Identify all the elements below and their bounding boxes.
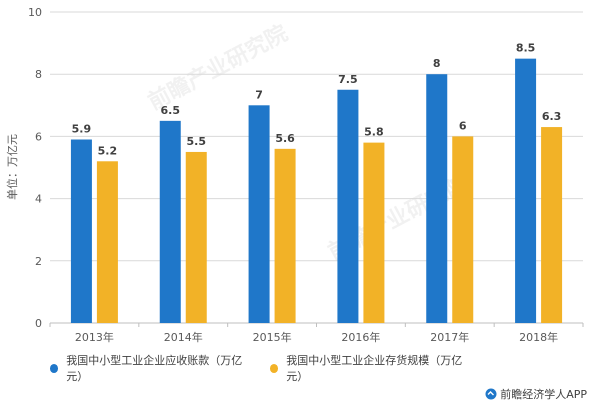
source-label: 前瞻经济学人APP (500, 388, 587, 401)
bar-inventory (541, 127, 563, 323)
legend: 我国中小型工业企业应收账款（万亿元） 我国中小型工业企业存货规模（万亿元） (50, 354, 490, 383)
qianzhan-logo-icon (485, 388, 497, 400)
bar-receivables (426, 74, 448, 323)
source-credit: 前瞻经济学人APP (485, 386, 587, 402)
data-label: 5.8 (364, 126, 384, 139)
data-label: 7.5 (338, 73, 358, 86)
y-tick-label: 0 (35, 317, 42, 330)
x-tick-label: 2017年 (430, 330, 469, 344)
legend-item-inventory: 我国中小型工业企业存货规模（万亿元） (270, 352, 468, 384)
bar-inventory (185, 151, 207, 323)
y-tick-label: 6 (35, 130, 42, 143)
bar-inventory (274, 148, 296, 323)
y-tick-label: 10 (28, 6, 42, 19)
bar-receivables (159, 120, 181, 323)
data-label: 6 (459, 119, 467, 132)
legend-swatch-orange (270, 363, 279, 373)
x-tick-label: 2013年 (75, 330, 114, 344)
data-label: 5.5 (187, 135, 207, 148)
bar-receivables (248, 105, 270, 323)
data-label: 5.9 (72, 123, 92, 136)
y-tick-label: 8 (35, 68, 42, 81)
bar-receivables (337, 89, 359, 323)
data-label: 6.3 (542, 110, 562, 123)
y-tick-label: 2 (35, 255, 42, 268)
legend-swatch-blue (50, 363, 59, 373)
x-tick-label: 2014年 (164, 330, 203, 344)
x-tick-label: 2018年 (519, 330, 558, 344)
bar-inventory (363, 142, 385, 323)
data-label: 5.6 (275, 132, 295, 145)
bar-receivables (70, 139, 92, 323)
data-label: 8.5 (516, 42, 536, 55)
bar-inventory (452, 136, 474, 323)
data-label: 6.5 (161, 104, 181, 117)
data-label: 8 (433, 57, 441, 70)
bar-receivables (515, 58, 537, 324)
data-label: 5.2 (98, 144, 118, 157)
x-tick-label: 2016年 (341, 330, 380, 344)
data-label: 7 (255, 88, 263, 101)
legend-label: 我国中小型工业企业应收账款（万亿元） (66, 354, 243, 383)
legend-label: 我国中小型工业企业存货规模（万亿元） (286, 354, 463, 383)
y-tick-label: 4 (35, 193, 42, 206)
legend-item-receivables: 我国中小型工业企业应收账款（万亿元） (50, 352, 248, 384)
y-axis-label: 单位：万亿元 (5, 134, 19, 200)
x-tick-label: 2015年 (253, 330, 292, 344)
bar-inventory (96, 161, 118, 323)
